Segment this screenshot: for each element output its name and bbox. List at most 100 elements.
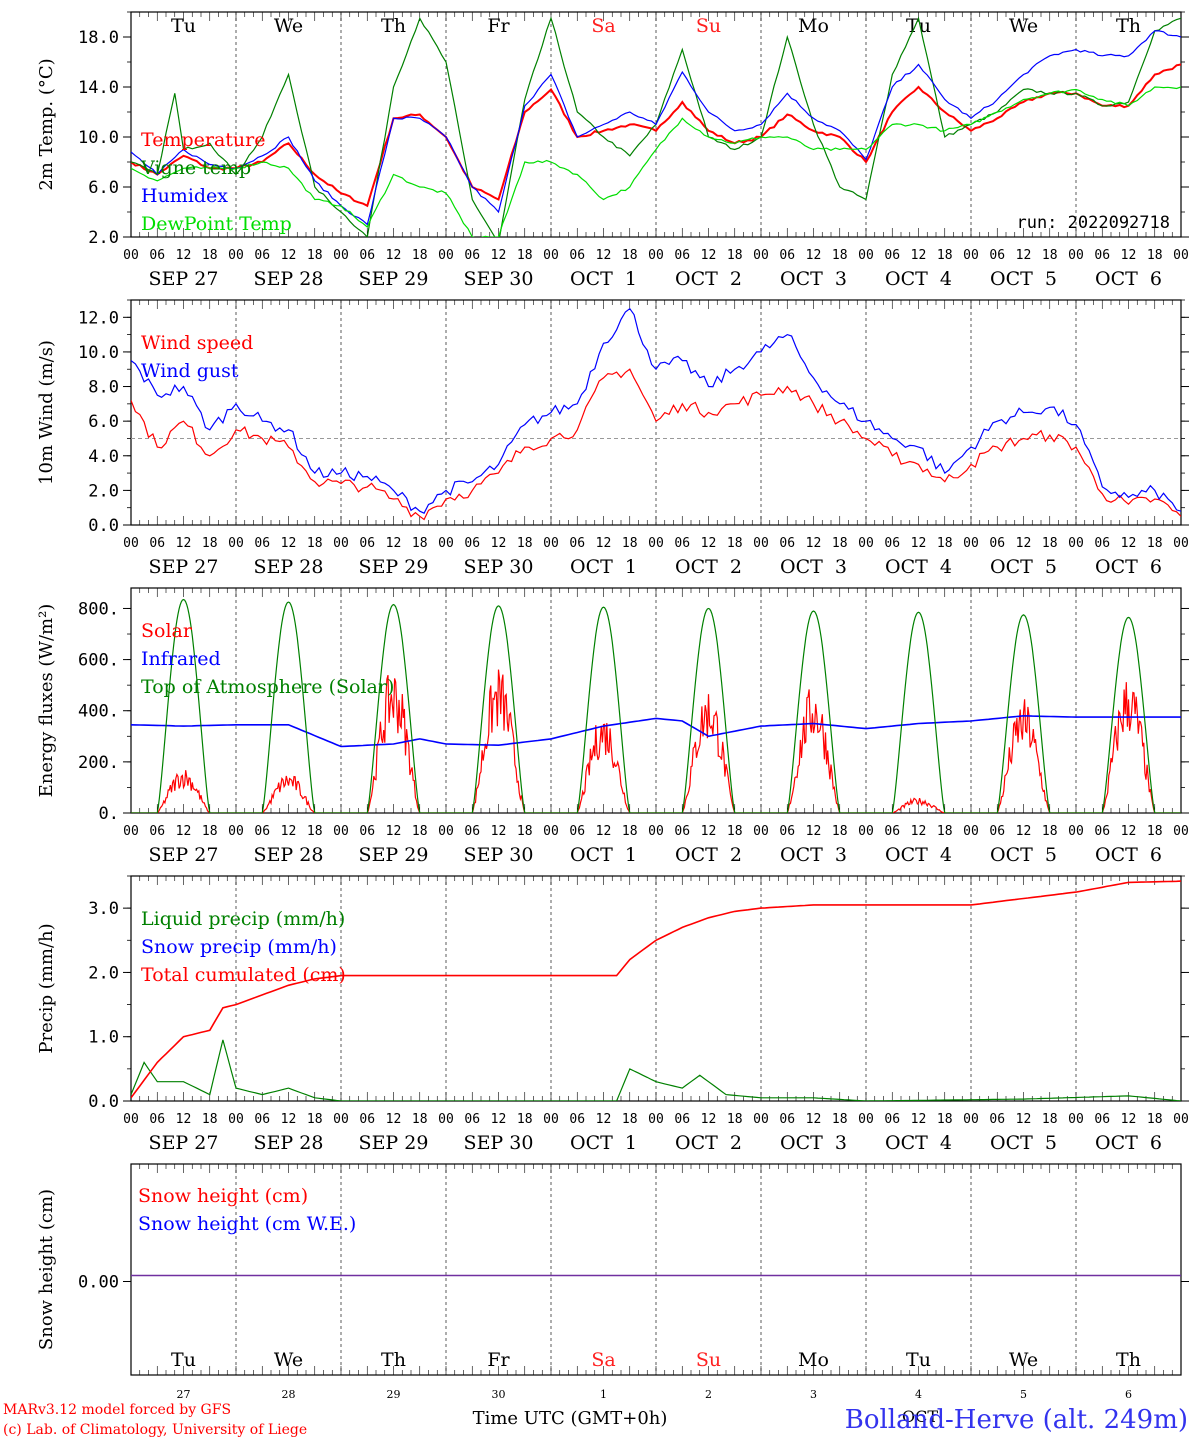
hour-label: 12 (386, 536, 402, 551)
hour-label: 18 (1042, 1112, 1058, 1127)
hour-label: 00 (438, 536, 454, 551)
legend-entry: Snow height (cm) (138, 1185, 308, 1207)
day-number: 4 (915, 1388, 922, 1401)
hour-label: 00 (333, 824, 349, 839)
date-label: OCT 1 (570, 1132, 637, 1154)
hour-label: 18 (517, 536, 533, 551)
hour-label: 06 (359, 536, 375, 551)
legend-entry: Snow precip (mm/h) (141, 936, 337, 958)
hour-label: 12 (281, 248, 297, 263)
legend-entry: Wind gust (141, 360, 239, 382)
y-axis-label: Energy fluxes (W/m²) (36, 604, 57, 798)
day-name: Th (381, 15, 406, 37)
hour-label: 12 (911, 1112, 927, 1127)
hour-label: 12 (491, 536, 507, 551)
series-line (131, 598, 1181, 813)
hour-label: 12 (176, 248, 192, 263)
hour-label: 06 (779, 248, 795, 263)
hour-label: 00 (543, 536, 559, 551)
hour-label: 06 (254, 1112, 270, 1127)
hour-label: 06 (1094, 536, 1110, 551)
y-tick-label: 10.0 (78, 343, 119, 363)
date-label: SEP 30 (464, 844, 534, 866)
hour-label: 06 (1094, 248, 1110, 263)
date-label: OCT 3 (780, 556, 847, 578)
hour-label: 00 (333, 248, 349, 263)
hour-label: 18 (622, 1112, 638, 1127)
y-tick-label: 10.0 (78, 128, 119, 148)
date-label: SEP 27 (149, 556, 219, 578)
hour-label: 00 (1173, 824, 1189, 839)
date-label: SEP 28 (254, 268, 324, 290)
hour-label: 00 (858, 536, 874, 551)
day-name: We (1009, 1349, 1038, 1371)
series-line (131, 30, 1181, 226)
hour-label: 12 (1121, 536, 1137, 551)
hour-label: 18 (412, 824, 428, 839)
hour-label: 06 (254, 824, 270, 839)
hour-label: 18 (202, 248, 218, 263)
hour-label: 12 (386, 248, 402, 263)
hour-label: 06 (674, 1112, 690, 1127)
hour-label: 18 (517, 248, 533, 263)
hour-label: 00 (1173, 536, 1189, 551)
y-tick-label: 2.0 (88, 228, 119, 248)
hour-label: 06 (779, 1112, 795, 1127)
hour-label: 12 (806, 248, 822, 263)
bottom-month-label: OCT (902, 1407, 938, 1426)
hour-label: 00 (648, 1112, 664, 1127)
hour-label: 18 (517, 824, 533, 839)
hour-label: 00 (333, 1112, 349, 1127)
hour-label: 00 (123, 1112, 139, 1127)
hour-label: 12 (701, 1112, 717, 1127)
hour-label: 18 (202, 536, 218, 551)
hour-label: 00 (963, 824, 979, 839)
day-number: 29 (387, 1388, 401, 1401)
hour-label: 18 (1042, 248, 1058, 263)
date-label: OCT 2 (675, 268, 742, 290)
legend-entry: Liquid precip (mm/h) (141, 908, 345, 930)
y-tick-label: 2.0 (88, 481, 119, 501)
hour-label: 00 (438, 1112, 454, 1127)
hour-label: 12 (1016, 536, 1032, 551)
hour-label: 00 (228, 824, 244, 839)
hour-label: 06 (989, 1112, 1005, 1127)
date-label: OCT 3 (780, 268, 847, 290)
day-name: Tu (171, 1349, 196, 1371)
hour-label: 12 (596, 536, 612, 551)
hour-label: 06 (464, 248, 480, 263)
hour-label: 06 (464, 824, 480, 839)
y-tick-label: 400. (78, 702, 119, 722)
hour-label: 18 (727, 1112, 743, 1127)
hour-label: 18 (307, 1112, 323, 1127)
date-label: OCT 4 (885, 268, 952, 290)
series-line (131, 86, 1181, 237)
day-name: Tu (171, 15, 196, 37)
hour-label: 06 (149, 536, 165, 551)
hour-label: 06 (569, 824, 585, 839)
panel-frame (130, 587, 1182, 814)
date-label: OCT 1 (570, 844, 637, 866)
date-label: OCT 2 (675, 1132, 742, 1154)
hour-label: 18 (727, 824, 743, 839)
hour-label: 06 (569, 536, 585, 551)
day-number: 5 (1020, 1388, 1027, 1401)
hour-label: 12 (1121, 1112, 1137, 1127)
day-number: 1 (600, 1388, 607, 1401)
hour-label: 00 (1068, 536, 1084, 551)
day-name: Th (381, 1349, 406, 1371)
day-name: Fr (487, 1349, 510, 1371)
hour-label: 12 (596, 824, 612, 839)
hour-label: 18 (937, 248, 953, 263)
y-axis-label: Precip (mm/h) (36, 923, 57, 1053)
hour-label: 12 (491, 1112, 507, 1127)
hour-label: 12 (1016, 824, 1032, 839)
hour-label: 06 (674, 824, 690, 839)
hour-label: 00 (333, 536, 349, 551)
day-name: Fr (487, 15, 510, 37)
hour-label: 12 (911, 536, 927, 551)
hour-label: 12 (491, 248, 507, 263)
credit-line-1: MARv3.12 model forced by GFS (3, 1402, 231, 1418)
series-line (131, 63, 1181, 208)
hour-label: 00 (648, 248, 664, 263)
